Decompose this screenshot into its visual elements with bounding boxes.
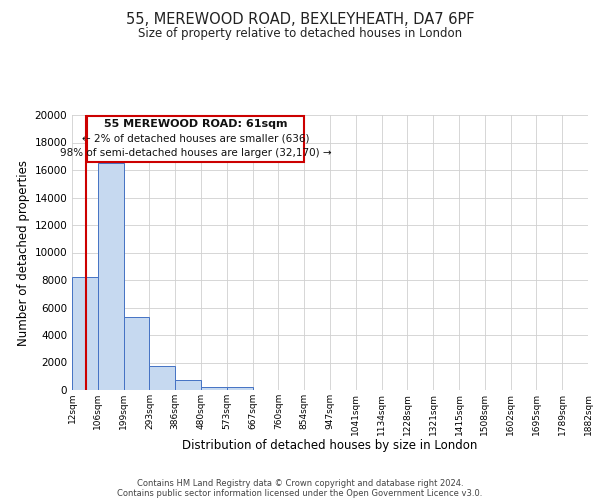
Y-axis label: Number of detached properties: Number of detached properties — [17, 160, 30, 346]
Bar — [227, 387, 253, 390]
X-axis label: Distribution of detached houses by size in London: Distribution of detached houses by size … — [182, 439, 478, 452]
Bar — [72, 277, 98, 390]
Text: Size of property relative to detached houses in London: Size of property relative to detached ho… — [138, 28, 462, 40]
Text: Contains public sector information licensed under the Open Government Licence v3: Contains public sector information licen… — [118, 488, 482, 498]
Bar — [98, 163, 124, 390]
Text: 98% of semi-detached houses are larger (32,170) →: 98% of semi-detached houses are larger (… — [60, 148, 332, 158]
Text: 55 MEREWOOD ROAD: 61sqm: 55 MEREWOOD ROAD: 61sqm — [104, 119, 287, 129]
FancyBboxPatch shape — [88, 116, 304, 162]
Text: 55, MEREWOOD ROAD, BEXLEYHEATH, DA7 6PF: 55, MEREWOOD ROAD, BEXLEYHEATH, DA7 6PF — [126, 12, 474, 28]
Bar — [201, 386, 227, 390]
Bar — [149, 366, 175, 390]
Text: Contains HM Land Registry data © Crown copyright and database right 2024.: Contains HM Land Registry data © Crown c… — [137, 478, 463, 488]
Text: ← 2% of detached houses are smaller (636): ← 2% of detached houses are smaller (636… — [82, 134, 310, 143]
Bar — [124, 317, 149, 390]
Bar — [175, 380, 201, 390]
